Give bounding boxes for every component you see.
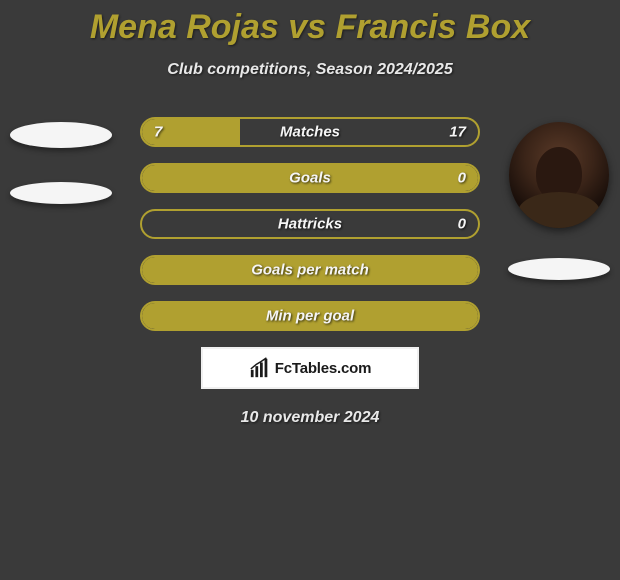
bar-label: Goals per match [251,262,369,279]
player-right-visuals [508,122,610,280]
bar-label: Goals [289,170,331,187]
stat-bar: Goals per match [140,255,480,285]
ellipse-decor [10,122,112,148]
logo-text: FcTables.com [275,360,372,377]
bar-value-right: 0 [458,216,466,233]
subtitle: Club competitions, Season 2024/2025 [167,61,452,79]
logo-badge: FcTables.com [201,347,419,389]
player-left-visuals [10,122,112,204]
chart-icon [249,357,271,379]
page-title: Mena Rojas vs Francis Box [90,8,530,47]
bar-value-right: 17 [449,124,466,141]
ellipse-decor [10,182,112,204]
bar-label: Hattricks [278,216,342,233]
ellipse-decor [508,258,610,280]
bar-label: Min per goal [266,308,354,325]
stat-bar: Min per goal [140,301,480,331]
bar-value-right: 0 [458,170,466,187]
date-text: 10 november 2024 [241,409,380,427]
stat-bar: Goals 0 [140,163,480,193]
stat-bars: Matches 7 17 Goals 0 Hattricks 0 Goals per matc… [140,117,480,331]
stat-bar: Matches 7 17 [140,117,480,147]
comparison-infographic: Mena Rojas vs Francis Box Club competiti… [0,0,620,580]
stat-bar: Hattricks 0 [140,209,480,239]
player-avatar [509,122,609,228]
bar-value-left: 7 [154,124,162,141]
bar-label: Matches [280,124,340,141]
